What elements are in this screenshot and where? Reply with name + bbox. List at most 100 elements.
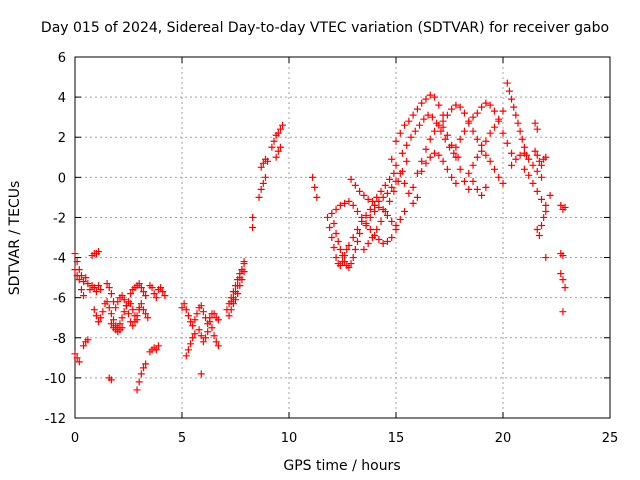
data-point bbox=[214, 342, 222, 350]
data-point bbox=[199, 308, 207, 316]
data-point bbox=[473, 185, 481, 193]
data-point bbox=[418, 99, 426, 107]
data-point bbox=[71, 266, 79, 274]
series-s14 bbox=[146, 342, 162, 356]
data-point bbox=[195, 326, 203, 334]
data-point bbox=[157, 284, 165, 292]
series-s51 bbox=[533, 207, 550, 239]
data-point bbox=[377, 217, 385, 225]
data-point bbox=[383, 211, 391, 219]
data-point bbox=[448, 105, 456, 113]
data-point bbox=[401, 207, 409, 215]
data-point bbox=[420, 115, 428, 123]
data-point bbox=[349, 254, 357, 262]
data-point bbox=[142, 360, 150, 368]
data-point bbox=[490, 165, 498, 173]
data-point bbox=[362, 211, 370, 219]
data-point bbox=[540, 213, 548, 221]
data-point bbox=[520, 143, 528, 151]
data-point bbox=[443, 111, 451, 119]
data-point bbox=[238, 266, 246, 274]
data-point bbox=[127, 290, 135, 298]
data-point bbox=[197, 302, 205, 310]
data-point bbox=[191, 330, 199, 338]
data-point bbox=[413, 193, 421, 201]
data-point bbox=[276, 125, 284, 133]
data-point bbox=[182, 306, 190, 314]
data-point bbox=[473, 153, 481, 161]
data-point bbox=[77, 286, 85, 294]
data-point bbox=[375, 236, 383, 244]
series-s7 bbox=[90, 298, 141, 332]
data-point bbox=[362, 221, 370, 229]
data-point bbox=[499, 107, 507, 115]
data-point bbox=[71, 350, 79, 358]
series-s47 bbox=[503, 79, 531, 159]
data-point bbox=[349, 234, 357, 241]
data-point bbox=[439, 117, 447, 125]
y-tick-label: 4 bbox=[58, 91, 66, 106]
series-s37 bbox=[362, 203, 409, 229]
data-point bbox=[557, 270, 565, 278]
data-point bbox=[197, 332, 205, 340]
series-s44 bbox=[452, 99, 516, 157]
data-point bbox=[373, 193, 381, 201]
data-point bbox=[460, 109, 468, 117]
data-point bbox=[127, 300, 135, 308]
data-point bbox=[533, 187, 541, 195]
series-s17 bbox=[182, 330, 199, 360]
data-point bbox=[452, 143, 460, 151]
data-point bbox=[341, 258, 349, 266]
data-point bbox=[180, 300, 188, 308]
data-point bbox=[366, 213, 374, 221]
data-point bbox=[379, 240, 387, 248]
series-s41 bbox=[409, 121, 473, 193]
data-point bbox=[473, 109, 481, 117]
grid-layer bbox=[75, 57, 610, 418]
data-point bbox=[398, 149, 406, 157]
data-point bbox=[469, 161, 477, 169]
data-point bbox=[452, 101, 460, 109]
data-point bbox=[418, 167, 426, 175]
data-point bbox=[473, 135, 481, 143]
series-s29 bbox=[272, 143, 284, 161]
data-point bbox=[139, 306, 147, 314]
series-s32 bbox=[328, 209, 364, 272]
data-point bbox=[525, 171, 533, 179]
data-point bbox=[178, 304, 186, 312]
data-point bbox=[137, 284, 145, 292]
data-point bbox=[443, 165, 451, 173]
data-point bbox=[383, 238, 391, 246]
data-point bbox=[122, 302, 130, 310]
data-point bbox=[478, 141, 486, 149]
data-point bbox=[533, 225, 541, 233]
data-point bbox=[84, 280, 92, 288]
data-point bbox=[345, 264, 353, 272]
data-point bbox=[478, 103, 486, 111]
data-point bbox=[533, 125, 541, 133]
data-point bbox=[441, 135, 449, 143]
series-s21 bbox=[210, 310, 222, 324]
data-point bbox=[326, 223, 334, 231]
data-point bbox=[416, 121, 424, 129]
series-s36 bbox=[360, 157, 411, 254]
data-point bbox=[486, 129, 494, 137]
data-point bbox=[118, 314, 126, 322]
data-point bbox=[343, 246, 351, 254]
data-point bbox=[142, 292, 150, 300]
data-point bbox=[142, 310, 150, 318]
data-point bbox=[386, 197, 394, 205]
data-point bbox=[469, 113, 477, 121]
series-s26 bbox=[255, 173, 269, 201]
data-point bbox=[148, 284, 156, 292]
data-point bbox=[469, 127, 477, 135]
series-s30 bbox=[309, 173, 321, 201]
data-point bbox=[105, 304, 113, 312]
data-point bbox=[409, 199, 417, 207]
data-point bbox=[371, 201, 379, 209]
data-point bbox=[516, 127, 524, 135]
data-point bbox=[139, 364, 147, 372]
series-s23 bbox=[225, 268, 248, 320]
y-tick-label: 0 bbox=[58, 171, 66, 186]
data-point bbox=[129, 306, 137, 314]
